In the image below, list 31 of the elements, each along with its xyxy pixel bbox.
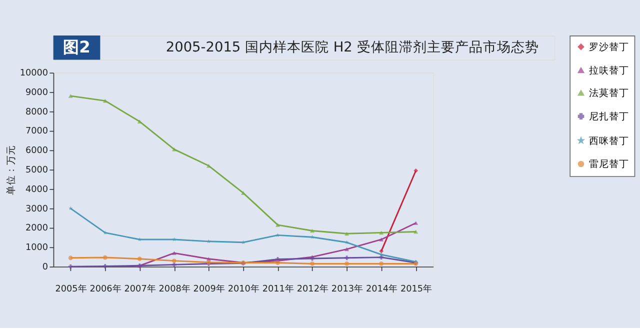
- y-tick-label: 8000: [25, 107, 48, 118]
- x-tick-label: 2007年: [124, 283, 156, 294]
- chart-title: 2005-2015 国内样本医院 H2 受体阻滞剂主要产品市场态势: [166, 40, 539, 56]
- legend-label: 拉呋替丁: [589, 64, 630, 76]
- x-tick-label: 2014年: [366, 283, 398, 294]
- x-tick-label: 2015年: [400, 283, 432, 294]
- x-tick-label: 2006年: [90, 283, 122, 294]
- y-tick-label: 1000: [25, 243, 48, 254]
- x-tick-label: 2009年: [193, 283, 225, 294]
- caption: 图2: [63, 37, 90, 56]
- y-tick-label: 7000: [25, 126, 48, 137]
- x-tick-label: 2011年: [262, 283, 294, 294]
- y-tick-label: 6000: [25, 146, 48, 156]
- legend-label: 雷尼替丁: [589, 158, 630, 170]
- y-tick-label: 10000: [20, 68, 48, 79]
- y-tick-label: 2000: [25, 224, 48, 234]
- x-tick-label: 2013年: [331, 283, 364, 294]
- x-tick-label: 2008年: [158, 283, 190, 294]
- x-tick-label: 2012年: [296, 283, 328, 294]
- y-tick-label: 5000: [25, 165, 48, 176]
- x-tick-label: 2010年: [228, 283, 260, 294]
- y-tick-label: 9000: [25, 88, 48, 98]
- legend-label: 西咪替丁: [589, 134, 630, 147]
- legend-label: 法莫替丁: [589, 87, 630, 100]
- y-axis-title: 单位：万元: [5, 145, 18, 196]
- y-tick-label: 0: [42, 262, 48, 272]
- legend-label: 罗沙替丁: [589, 41, 630, 54]
- x-tick-label: 2005年: [55, 283, 87, 294]
- y-tick-label: 3000: [25, 204, 48, 214]
- legend-label: 尼扎替丁: [589, 110, 630, 123]
- y-tick-label: 4000: [25, 184, 48, 195]
